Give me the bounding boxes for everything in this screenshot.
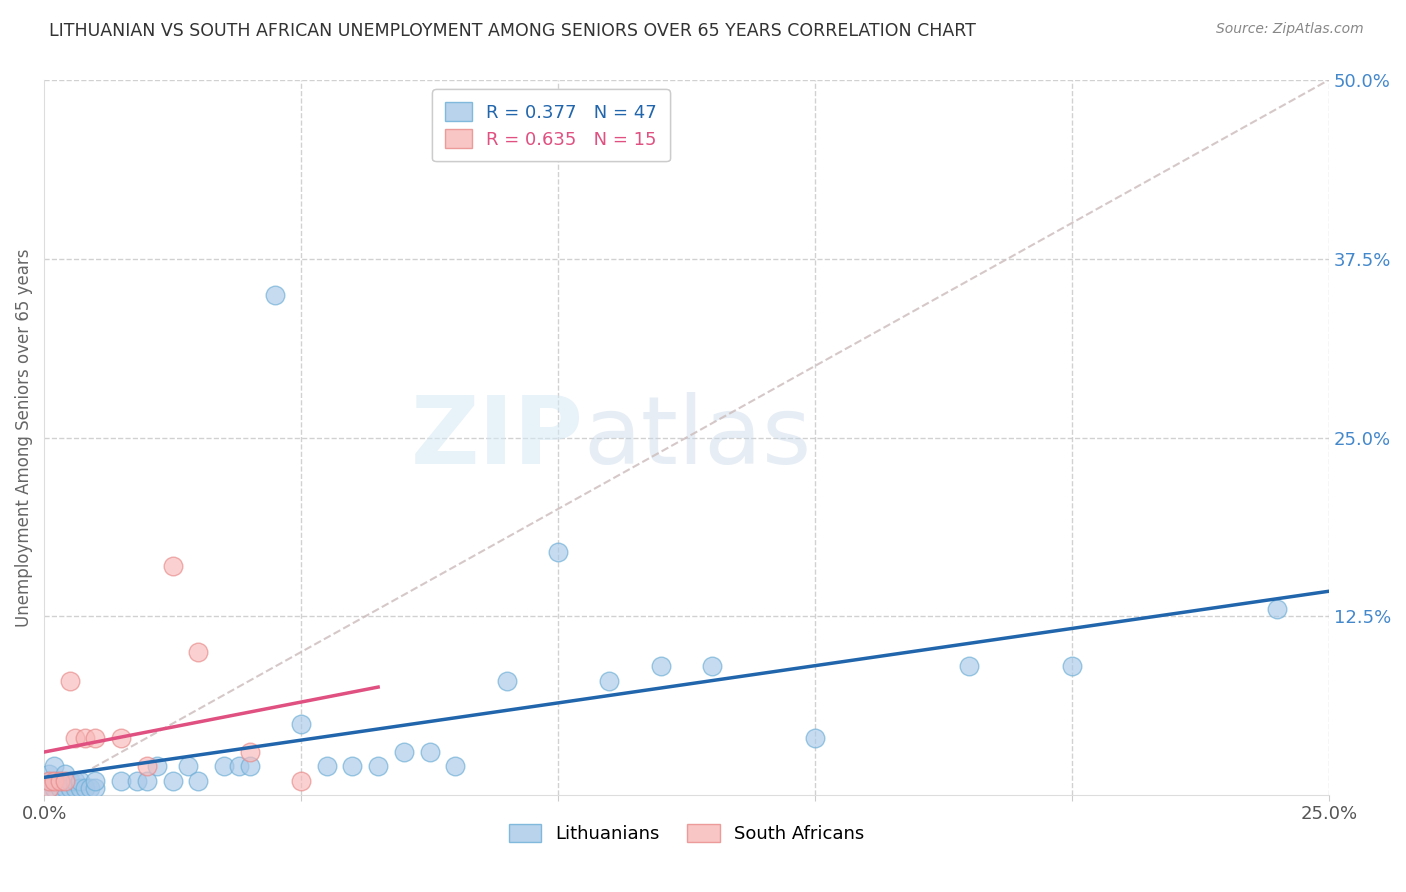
Point — [125, 773, 148, 788]
Point — [63, 773, 86, 788]
Point — [110, 773, 132, 788]
Point — [44, 780, 66, 795]
Point — [59, 673, 82, 688]
Point — [53, 780, 76, 795]
Text: Source: ZipAtlas.com: Source: ZipAtlas.com — [1216, 22, 1364, 37]
Point — [290, 773, 312, 788]
Point — [290, 716, 312, 731]
Point — [69, 773, 91, 788]
Point — [315, 759, 337, 773]
Point — [84, 780, 107, 795]
Point — [75, 731, 97, 745]
Point — [63, 731, 86, 745]
Point — [957, 659, 980, 673]
Point — [187, 773, 209, 788]
Point — [38, 773, 60, 788]
Point — [53, 773, 76, 788]
Point — [598, 673, 620, 688]
Point — [700, 659, 723, 673]
Point — [69, 780, 91, 795]
Point — [38, 780, 60, 795]
Point — [1060, 659, 1083, 673]
Point — [444, 759, 467, 773]
Point — [162, 773, 184, 788]
Point — [38, 780, 60, 795]
Point — [239, 745, 262, 759]
Point — [1267, 602, 1289, 616]
Point — [212, 759, 235, 773]
Point — [135, 759, 157, 773]
Point — [44, 759, 66, 773]
Point — [495, 673, 517, 688]
Point — [804, 731, 827, 745]
Point — [48, 773, 70, 788]
Point — [63, 780, 86, 795]
Point — [84, 773, 107, 788]
Point — [264, 287, 287, 301]
Point — [44, 773, 66, 788]
Point — [239, 759, 262, 773]
Point — [547, 545, 569, 559]
Legend: R = 0.377   N = 47, R = 0.635   N = 15: R = 0.377 N = 47, R = 0.635 N = 15 — [432, 89, 669, 161]
Point — [38, 766, 60, 780]
Point — [187, 645, 209, 659]
Point — [392, 745, 415, 759]
Point — [84, 731, 107, 745]
Point — [59, 780, 82, 795]
Point — [38, 773, 60, 788]
Point — [48, 773, 70, 788]
Point — [177, 759, 200, 773]
Point — [75, 780, 97, 795]
Point — [48, 780, 70, 795]
Y-axis label: Unemployment Among Seniors over 65 years: Unemployment Among Seniors over 65 years — [15, 248, 32, 627]
Point — [228, 759, 250, 773]
Point — [418, 745, 440, 759]
Point — [44, 773, 66, 788]
Point — [53, 766, 76, 780]
Point — [367, 759, 389, 773]
Point — [59, 773, 82, 788]
Point — [162, 559, 184, 574]
Point — [135, 773, 157, 788]
Point — [650, 659, 672, 673]
Point — [146, 759, 169, 773]
Text: ZIP: ZIP — [411, 392, 583, 483]
Text: LITHUANIAN VS SOUTH AFRICAN UNEMPLOYMENT AMONG SENIORS OVER 65 YEARS CORRELATION: LITHUANIAN VS SOUTH AFRICAN UNEMPLOYMENT… — [49, 22, 976, 40]
Point — [342, 759, 364, 773]
Point — [79, 780, 101, 795]
Text: atlas: atlas — [583, 392, 811, 483]
Point — [110, 731, 132, 745]
